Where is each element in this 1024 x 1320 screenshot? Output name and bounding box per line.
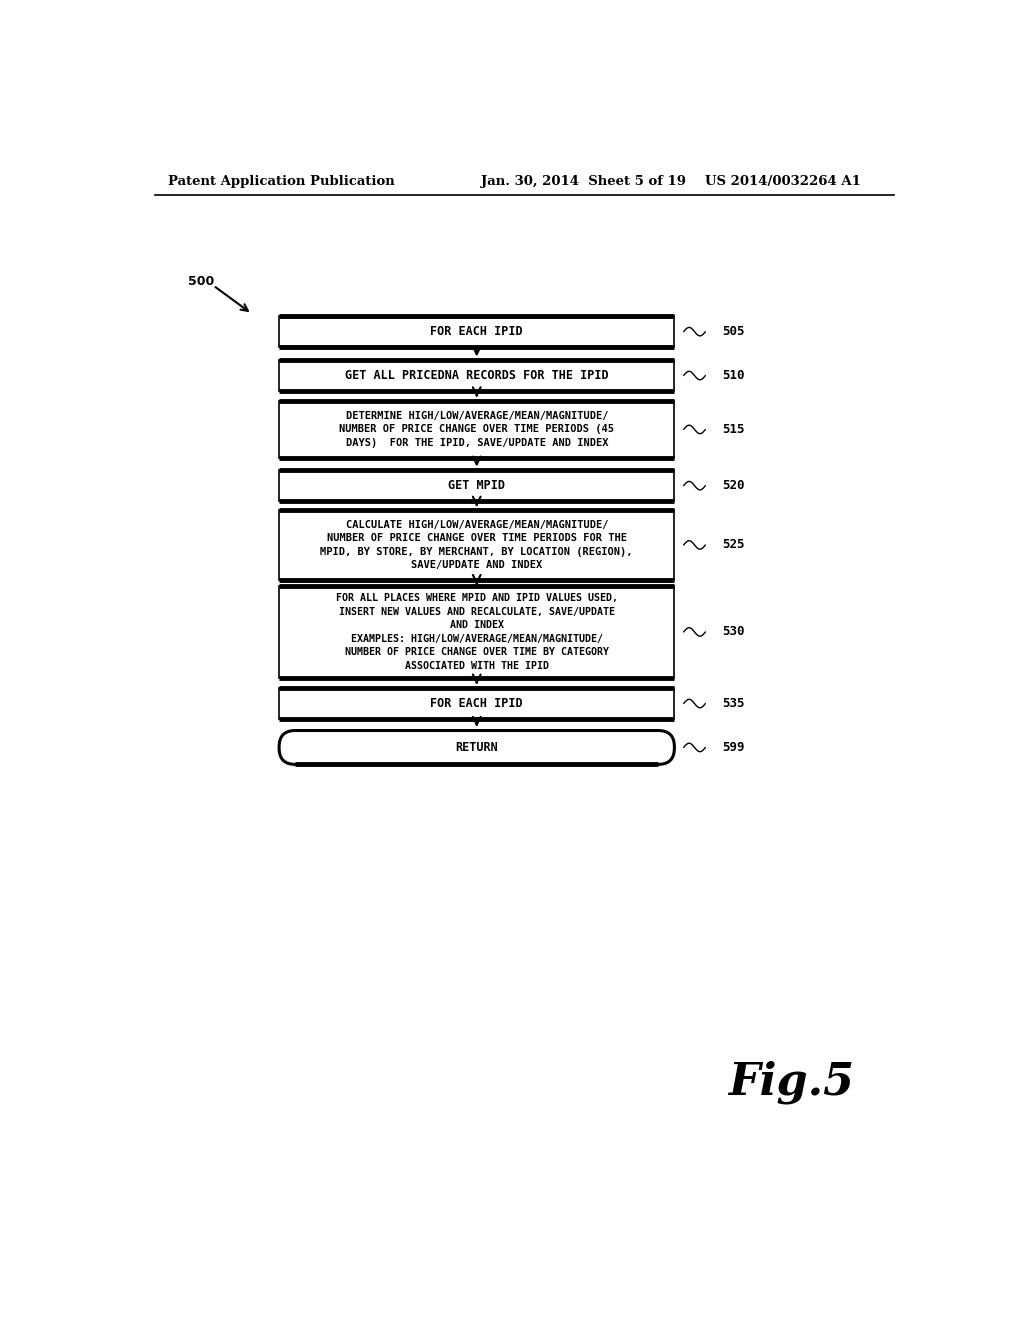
Text: FOR EACH IPID: FOR EACH IPID — [430, 325, 523, 338]
Text: 530: 530 — [722, 626, 744, 639]
Bar — [280, 317, 675, 347]
Text: 500: 500 — [188, 275, 215, 288]
FancyBboxPatch shape — [280, 730, 675, 764]
Text: Fig.5: Fig.5 — [728, 1061, 854, 1104]
Text: 535: 535 — [722, 697, 744, 710]
Text: CALCULATE HIGH/LOW/AVERAGE/MEAN/MAGNITUDE/
NUMBER OF PRICE CHANGE OVER TIME PERI: CALCULATE HIGH/LOW/AVERAGE/MEAN/MAGNITUD… — [321, 520, 633, 570]
Text: GET MPID: GET MPID — [449, 479, 505, 492]
Bar — [280, 511, 675, 579]
Bar — [280, 401, 675, 458]
Text: 599: 599 — [722, 741, 744, 754]
Text: 505: 505 — [722, 325, 744, 338]
Bar — [280, 586, 675, 678]
Text: US 2014/0032264 A1: US 2014/0032264 A1 — [706, 176, 861, 187]
Text: Jan. 30, 2014  Sheet 5 of 19: Jan. 30, 2014 Sheet 5 of 19 — [480, 176, 686, 187]
Text: FOR ALL PLACES WHERE MPID AND IPID VALUES USED,
INSERT NEW VALUES AND RECALCULAT: FOR ALL PLACES WHERE MPID AND IPID VALUE… — [336, 593, 617, 671]
Text: 515: 515 — [722, 422, 744, 436]
Text: FOR EACH IPID: FOR EACH IPID — [430, 697, 523, 710]
Bar — [280, 360, 675, 391]
Text: 525: 525 — [722, 539, 744, 552]
Text: 520: 520 — [722, 479, 744, 492]
Text: 510: 510 — [722, 370, 744, 381]
Text: GET ALL PRICEDNA RECORDS FOR THE IPID: GET ALL PRICEDNA RECORDS FOR THE IPID — [345, 370, 608, 381]
Bar — [280, 470, 675, 502]
Bar — [280, 688, 675, 719]
Text: DETERMINE HIGH/LOW/AVERAGE/MEAN/MAGNITUDE/
NUMBER OF PRICE CHANGE OVER TIME PERI: DETERMINE HIGH/LOW/AVERAGE/MEAN/MAGNITUD… — [339, 411, 614, 447]
Text: RETURN: RETURN — [456, 741, 498, 754]
Text: Patent Application Publication: Patent Application Publication — [168, 176, 395, 187]
